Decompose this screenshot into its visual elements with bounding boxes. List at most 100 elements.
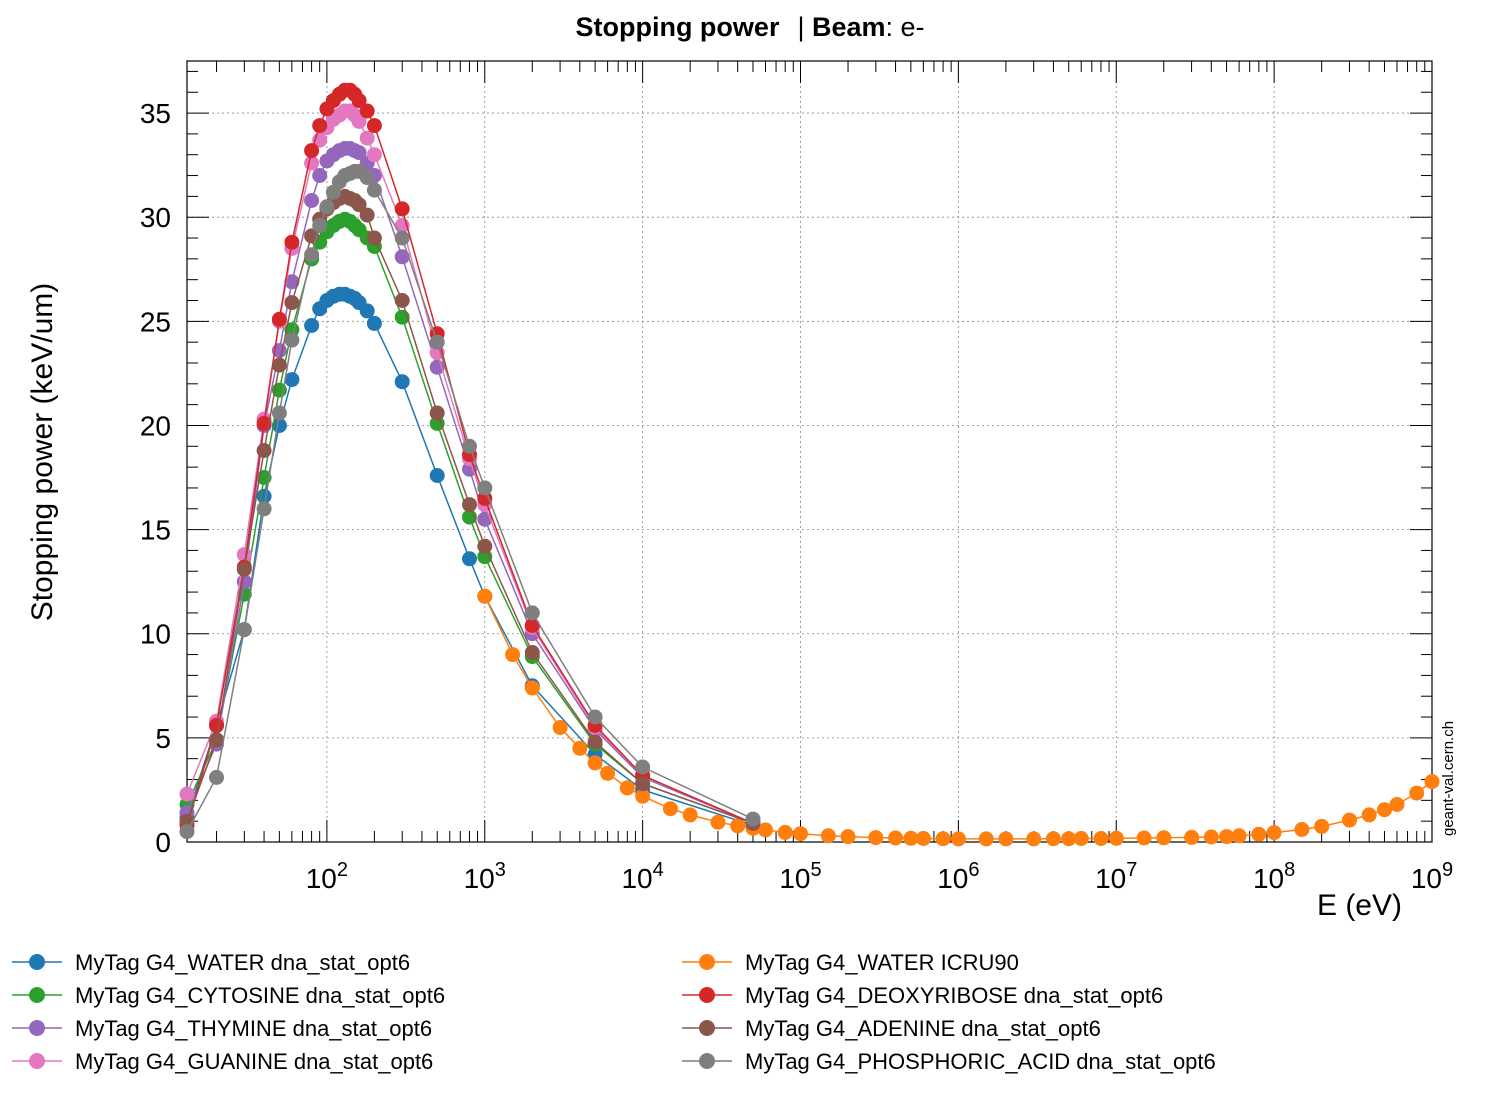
data-point: [359, 170, 375, 186]
data-point: [319, 199, 335, 215]
data-point: [366, 118, 382, 134]
data-point: [462, 438, 477, 454]
data-point: [366, 147, 382, 163]
data-point: [312, 168, 328, 183]
data-point: [236, 561, 252, 577]
legend-item: MyTag G4_CYTOSINE dna_stat_opt6: [12, 983, 445, 1008]
legend-item: MyTag G4_ADENINE dna_stat_opt6: [682, 1016, 1101, 1041]
legend-marker: [29, 954, 45, 970]
legend-label: MyTag G4_WATER dna_stat_opt6: [75, 950, 410, 975]
data-point: [351, 93, 367, 109]
data-point: [429, 405, 445, 421]
legend-label: MyTag G4_THYMINE dna_stat_opt6: [75, 1016, 432, 1041]
data-point: [903, 830, 919, 846]
data-point: [429, 334, 445, 350]
data-point: [840, 829, 856, 845]
axes: 0 5 10 15 20 25 30 35 102 103 104 105 106 107 108 109: [140, 60, 1453, 894]
data-point: [462, 551, 477, 567]
watermark: geant-val.cern.ch: [1440, 721, 1457, 836]
legend-item: MyTag G4_THYMINE dna_stat_opt6: [12, 1016, 432, 1041]
data-point: [1108, 830, 1124, 846]
data-point: [1093, 831, 1109, 846]
plot-frame: [186, 60, 1433, 843]
data-point: [462, 497, 477, 513]
data-point: [1026, 831, 1042, 847]
data-point: [1203, 829, 1219, 845]
title-main: Stopping power: [575, 12, 779, 42]
data-point: [429, 415, 445, 431]
data-point: [477, 490, 493, 506]
series-6: [179, 82, 761, 833]
data-point: [777, 824, 793, 840]
x-tick-label: 106: [937, 859, 979, 894]
legend-item: MyTag G4_GUANINE dna_stat_opt6: [12, 1049, 433, 1074]
data-point: [366, 182, 382, 198]
y-axis-title: Stopping power (keV/um): [26, 283, 59, 622]
data-point: [662, 801, 678, 817]
data-point: [284, 234, 300, 250]
data-point: [394, 201, 410, 217]
legend-label: MyTag G4_WATER ICRU90: [745, 950, 1019, 975]
x-tick-label: 108: [1253, 859, 1295, 894]
data-point: [1409, 785, 1425, 801]
data-point: [1251, 826, 1267, 842]
data-point: [978, 831, 994, 847]
data-point: [552, 720, 568, 735]
data-point: [351, 145, 367, 161]
data-point: [1219, 829, 1235, 845]
data-point: [758, 822, 773, 838]
data-point: [1314, 818, 1330, 834]
y-tick-label: 5: [155, 723, 171, 754]
data-point: [304, 318, 320, 333]
data-point: [524, 680, 540, 696]
data-point: [284, 274, 300, 290]
legend-marker: [699, 987, 715, 1003]
data-point: [477, 588, 493, 604]
legend-label: MyTag G4_ADENINE dna_stat_opt6: [745, 1016, 1101, 1041]
y-tick-label: 15: [140, 515, 171, 546]
data-point: [271, 311, 287, 327]
legend: MyTag G4_WATER dna_stat_opt6 MyTag G4_CYT…: [12, 950, 1216, 1074]
data-point: [635, 759, 651, 775]
y-tick-label: 0: [155, 827, 171, 858]
series-line: [186, 147, 754, 824]
data-point: [394, 249, 410, 265]
series-layer: [179, 82, 1440, 847]
legend-marker: [29, 987, 45, 1003]
data-point: [429, 359, 445, 375]
data-point: [271, 357, 287, 373]
legend-item: MyTag G4_WATER dna_stat_opt6: [12, 950, 410, 975]
data-point: [710, 814, 726, 830]
data-point: [600, 765, 616, 781]
data-point: [1184, 829, 1200, 845]
legend-item: MyTag G4_WATER ICRU90: [682, 950, 1019, 975]
title-beam-value: : e-: [886, 12, 925, 42]
data-point: [312, 118, 328, 134]
data-point: [745, 811, 761, 827]
x-tick-label: 107: [1095, 859, 1137, 894]
legend-item: MyTag G4_DEOXYRIBOSE dna_stat_opt6: [682, 983, 1163, 1008]
data-point: [179, 786, 195, 802]
x-tick-label: 104: [621, 859, 663, 894]
data-point: [359, 303, 375, 319]
data-point: [209, 769, 224, 785]
data-point: [820, 828, 836, 844]
data-point: [256, 501, 272, 517]
data-point: [236, 622, 252, 638]
legend-marker: [29, 1020, 45, 1036]
data-point: [1156, 830, 1172, 846]
x-tick-label: 105: [779, 859, 821, 894]
y-tick-label: 10: [140, 619, 171, 650]
data-point: [284, 372, 300, 388]
data-point: [950, 831, 966, 847]
legend-item: MyTag G4_PHOSPHORIC_ACID dna_stat_opt6: [682, 1049, 1216, 1074]
data-point: [1231, 828, 1247, 844]
data-point: [209, 717, 224, 733]
data-point: [477, 538, 493, 554]
data-point: [524, 605, 540, 621]
legend-marker: [699, 1053, 715, 1069]
data-point: [359, 207, 375, 223]
data-point: [635, 788, 651, 804]
